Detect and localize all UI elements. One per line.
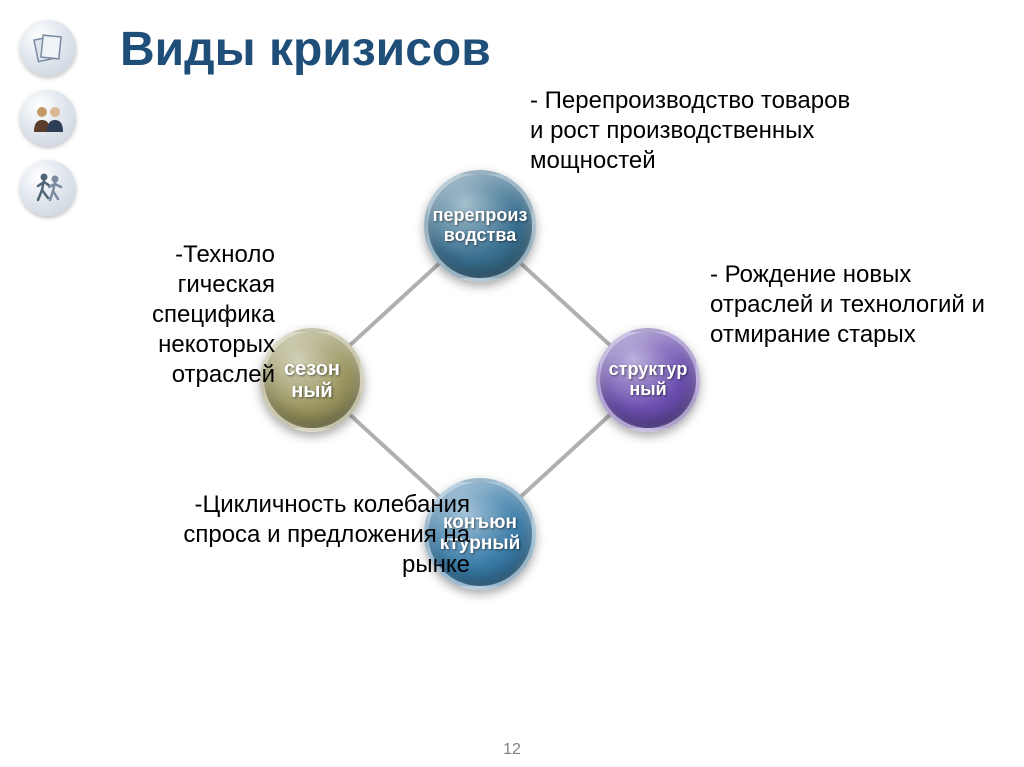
node-label: структурный — [609, 360, 688, 400]
node-right: структурный — [596, 328, 700, 432]
page-title: Виды кризисов — [120, 22, 491, 77]
documents-icon — [20, 20, 76, 76]
sidebar — [20, 20, 76, 216]
node-left: сезонный — [260, 328, 364, 432]
node-top: перепроизводства — [424, 170, 536, 282]
people-icon — [20, 90, 76, 146]
desc-left: -Техноло гическая специфика некоторых от… — [110, 240, 275, 390]
desc-bottom: -Цикличность колебания спроса и предложе… — [170, 490, 470, 580]
walking-icon — [20, 160, 76, 216]
node-label: перепроизводства — [433, 206, 528, 246]
page-number: 12 — [503, 741, 521, 759]
node-label: сезонный — [284, 358, 340, 402]
desc-top: - Перепроизводство товаров и рост произв… — [530, 86, 870, 176]
desc-right: - Рождение новых отраслей и технологий и… — [710, 260, 990, 350]
